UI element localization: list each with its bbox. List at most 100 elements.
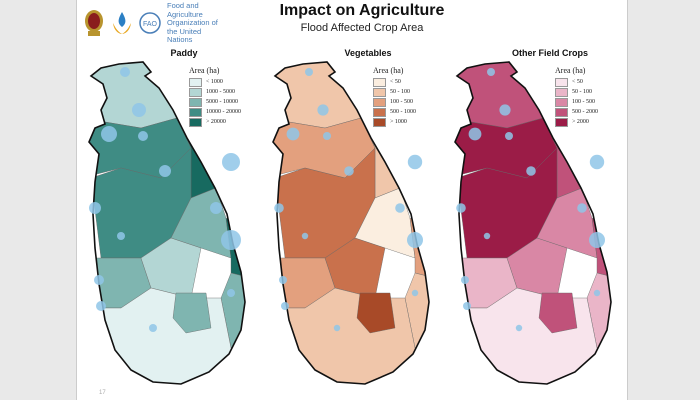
affected-area-bubble (515, 324, 523, 332)
legend-title: Area (ha) (189, 66, 220, 75)
island-outline (88, 61, 246, 385)
paddy-map (88, 61, 246, 385)
legend-title: Area (ha) (555, 66, 586, 75)
affected-area-bubble (344, 166, 354, 176)
affected-area-bubble (227, 289, 235, 297)
district-region (172, 292, 212, 334)
legend-swatch (555, 87, 568, 97)
legend-swatch (373, 107, 386, 117)
affected-area-bubble (395, 203, 405, 213)
legend-item: 50 - 100 (555, 87, 598, 97)
legend-swatch (555, 117, 568, 127)
legend-item: 500 - 2000 (555, 107, 598, 117)
affected-area-bubble (94, 275, 104, 285)
legend-label: > 1000 (390, 119, 407, 125)
legend-swatch (189, 87, 202, 97)
legend-swatch (373, 97, 386, 107)
legend-item: 10000 - 20000 (189, 107, 241, 117)
affected-area-bubble (333, 324, 341, 332)
affected-area-bubble (589, 232, 605, 248)
district-region (591, 217, 611, 279)
fao-name: Food and Agriculture Organization of the… (167, 1, 218, 44)
legend-label: 5000 - 10000 (206, 99, 238, 105)
legend-label: 500 - 2000 (572, 109, 598, 115)
island-outline (454, 61, 612, 385)
svg-text:FAO: FAO (143, 21, 158, 28)
legend: Area (ha) < 50 50 - 100 100 - 500 500 - 100… (373, 66, 416, 127)
affected-area-bubble (89, 202, 101, 214)
panel-title: Paddy (170, 48, 198, 58)
legend-item: > 20000 (189, 117, 241, 127)
sri-lanka-emblem-icon (85, 10, 103, 37)
affected-area-bubble (463, 302, 471, 310)
affected-area-bubble (505, 132, 513, 140)
affected-area-bubble (286, 127, 300, 141)
panel-other-field-crops: Other Field Crops Area (ha) < 50 50 - 100… (447, 44, 623, 394)
district-region (409, 217, 429, 279)
legend-swatch (555, 77, 568, 87)
legend-item: < 50 (373, 77, 416, 87)
affected-area-bubble (120, 67, 130, 77)
legend-item: > 2000 (555, 117, 598, 127)
legend-item: < 50 (555, 77, 598, 87)
district-region (140, 237, 202, 299)
page-subtitle: Flood Affected Crop Area (300, 22, 424, 34)
panel-title: Other Field Crops (511, 48, 588, 58)
legend-label: < 50 (572, 79, 583, 85)
panel-paddy: Paddy Area (ha) < 1000 1000 - 5000 5000 - … (81, 44, 257, 394)
district-region (324, 237, 386, 299)
legend-item: 50 - 100 (373, 87, 416, 97)
legend-swatch (555, 107, 568, 117)
legend-label: > 20000 (206, 119, 226, 125)
legend: Area (ha) < 50 50 - 100 100 - 500 500 - 200… (555, 66, 598, 127)
affected-area-bubble (101, 126, 117, 142)
affected-area-bubble (149, 324, 157, 332)
logos: FAO Food and Agriculture Organization of… (83, 1, 227, 45)
affected-area-bubble (117, 232, 125, 240)
affected-area-bubble (589, 154, 605, 170)
affected-area-bubble (411, 289, 419, 297)
legend-item: < 1000 (189, 77, 241, 87)
affected-area-bubble (526, 166, 536, 176)
affected-area-bubble (274, 203, 284, 213)
affected-area-bubble (407, 154, 423, 170)
vegetables-map (272, 61, 430, 385)
affected-area-bubble (132, 103, 146, 117)
district-region (506, 237, 568, 299)
legend-label: 50 - 100 (572, 89, 592, 95)
affected-area-bubble (456, 203, 466, 213)
affected-area-bubble (499, 104, 511, 116)
affected-area-bubble (461, 276, 469, 284)
panel-title: Vegetables (344, 48, 392, 58)
affected-area-bubble (487, 68, 495, 76)
disaster-management-logo-icon (113, 12, 131, 35)
legend-label: 1000 - 5000 (206, 89, 235, 95)
affected-area-bubble (210, 202, 222, 214)
legend-swatch (555, 97, 568, 107)
affected-area-bubble (159, 165, 171, 177)
affected-area-bubble (221, 230, 241, 250)
legend-label: 100 - 500 (572, 99, 595, 105)
affected-area-bubble (593, 289, 601, 297)
legend: Area (ha) < 1000 1000 - 5000 5000 - 10000 1… (189, 66, 241, 127)
affected-area-bubble (138, 131, 148, 141)
legend-title: Area (ha) (373, 66, 404, 75)
affected-area-bubble (483, 232, 491, 240)
affected-area-bubble (301, 232, 309, 240)
legend-label: < 1000 (206, 79, 223, 85)
affected-area-bubble (281, 302, 289, 310)
legend-label: < 50 (390, 79, 401, 85)
legend-label: 10000 - 20000 (206, 109, 241, 115)
legend-item: 5000 - 10000 (189, 97, 241, 107)
district-region (356, 292, 396, 334)
legend-swatch (189, 107, 202, 117)
district-region (538, 292, 578, 334)
affected-area-bubble (468, 127, 482, 141)
affected-area-bubble (323, 132, 331, 140)
panel-vegetables: Vegetables Area (ha) < 50 50 - 100 100 - 5… (265, 44, 441, 394)
page-number: 17 (99, 390, 106, 396)
affected-area-bubble (222, 153, 240, 171)
legend-label: 100 - 500 (390, 99, 413, 105)
legend-item: 100 - 500 (373, 97, 416, 107)
legend-swatch (189, 97, 202, 107)
